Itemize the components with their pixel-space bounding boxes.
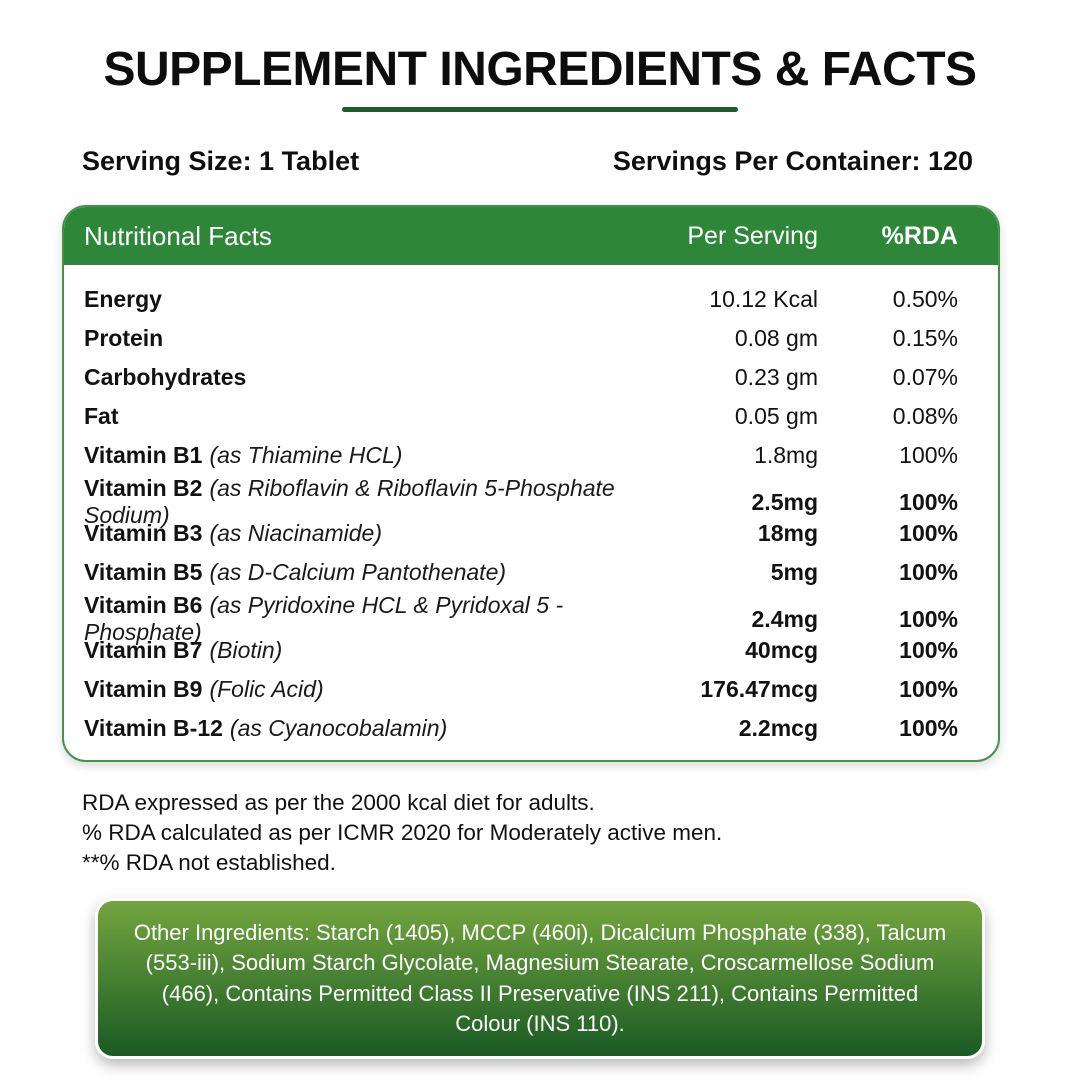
header-rda: %RDA bbox=[881, 221, 958, 250]
nutrient-name: Vitamin B7 bbox=[84, 637, 203, 663]
table-row: Vitamin B6 (as Pyridoxine HCL & Pyridoxal… bbox=[84, 592, 958, 645]
nutrient-cell: Vitamin B5 (as D-Calcium Pantothenate) bbox=[84, 559, 648, 586]
per-serving-value: 0.08 gm bbox=[734, 325, 818, 351]
nutrient-name: Carbohydrates bbox=[84, 364, 247, 390]
nutrient-cell: Vitamin B2 (as Riboflavin & Riboflavin 5-… bbox=[84, 475, 648, 529]
table-row: Energy 10.12 Kcal 0.50% bbox=[84, 280, 958, 319]
rda-value: 100% bbox=[899, 559, 958, 585]
rda-value: 0.50% bbox=[892, 286, 958, 312]
per-serving-value: 1.8mg bbox=[754, 442, 818, 468]
nutrient-name: Vitamin B-12 bbox=[84, 715, 223, 741]
rda-value: 100% bbox=[899, 676, 958, 702]
rda-value: 100% bbox=[899, 715, 958, 741]
nutrient-cell: Fat bbox=[84, 403, 648, 430]
note-line: % RDA calculated as per ICMR 2020 for Mo… bbox=[82, 820, 723, 845]
serving-info: Serving Size: 1 Tablet Servings Per Cont… bbox=[82, 146, 973, 177]
per-serving-value: 176.47mcg bbox=[700, 676, 818, 702]
nutritional-facts-card: Nutritional Facts Per Serving %RDA Energ… bbox=[62, 205, 1000, 762]
facts-table-body: Energy 10.12 Kcal 0.50% Protein 0.08 gm … bbox=[64, 265, 998, 748]
per-serving-value: 10.12 Kcal bbox=[709, 286, 818, 312]
nutrient-name: Vitamin B2 bbox=[84, 475, 203, 501]
nutrient-name: Vitamin B5 bbox=[84, 559, 203, 585]
rda-value: 100% bbox=[899, 637, 958, 663]
nutrient-detail: (as Thiamine HCL) bbox=[209, 442, 403, 468]
nutrient-cell: Carbohydrates bbox=[84, 364, 648, 391]
table-row: Fat 0.05 gm 0.08% bbox=[84, 397, 958, 436]
nutrient-name: Vitamin B9 bbox=[84, 676, 203, 702]
nutrient-name: Vitamin B3 bbox=[84, 520, 203, 546]
nutrient-detail: (Biotin) bbox=[209, 637, 283, 663]
nutrient-name: Protein bbox=[84, 325, 164, 351]
per-serving-value: 0.23 gm bbox=[734, 364, 818, 390]
nutrient-cell: Energy bbox=[84, 286, 648, 313]
per-serving-value: 40mcg bbox=[745, 637, 818, 663]
rda-value: 100% bbox=[899, 442, 958, 468]
table-row: Protein 0.08 gm 0.15% bbox=[84, 319, 958, 358]
other-ingredients-box: Other Ingredients: Starch (1405), MCCP (… bbox=[95, 898, 985, 1060]
per-serving-value: 5mg bbox=[770, 559, 818, 585]
table-row: Vitamin B3 (as Niacinamide) 18mg 100% bbox=[84, 514, 958, 553]
rda-value: 100% bbox=[899, 605, 958, 632]
header-per-serving: Per Serving bbox=[687, 221, 818, 250]
serving-size-label: Serving Size: 1 Tablet bbox=[82, 146, 360, 176]
rda-value: 100% bbox=[899, 520, 958, 546]
table-row: Vitamin B7 (Biotin) 40mcg 100% bbox=[84, 631, 958, 670]
rda-value: 0.08% bbox=[892, 403, 958, 429]
nutrient-cell: Vitamin B6 (as Pyridoxine HCL & Pyridoxal… bbox=[84, 592, 648, 646]
table-row: Vitamin B5 (as D-Calcium Pantothenate) 5m… bbox=[84, 553, 958, 592]
nutrient-detail: (as Cyanocobalamin) bbox=[229, 715, 448, 741]
nutrient-name: Energy bbox=[84, 286, 162, 312]
nutrient-cell: Protein bbox=[84, 325, 648, 352]
note-line: **% RDA not established. bbox=[82, 850, 336, 875]
table-row: Vitamin B9 (Folic Acid) 176.47mcg 100% bbox=[84, 670, 958, 709]
nutrient-cell: Vitamin B1 (as Thiamine HCL) bbox=[84, 442, 648, 469]
nutrient-name: Fat bbox=[84, 403, 119, 429]
per-serving-value: 0.05 gm bbox=[734, 403, 818, 429]
table-row: Vitamin B1 (as Thiamine HCL) 1.8mg 100% bbox=[84, 436, 958, 475]
table-row: Vitamin B2 (as Riboflavin & Riboflavin 5-… bbox=[84, 475, 958, 528]
nutrient-detail: (as Pyridoxine HCL & Pyridoxal 5 - Phosp… bbox=[84, 592, 564, 645]
nutrient-detail: (as Niacinamide) bbox=[209, 520, 383, 546]
rda-notes: RDA expressed as per the 2000 kcal diet … bbox=[82, 788, 990, 878]
nutrient-name: Vitamin B6 bbox=[84, 592, 203, 618]
table-row: Vitamin B-12 (as Cyanocobalamin) 2.2mcg 1… bbox=[84, 709, 958, 748]
rda-value: 0.07% bbox=[892, 364, 958, 390]
nutrient-detail: (Folic Acid) bbox=[209, 676, 324, 702]
title-underline bbox=[342, 107, 738, 112]
nutrient-cell: Vitamin B-12 (as Cyanocobalamin) bbox=[84, 715, 648, 742]
note-line: RDA expressed as per the 2000 kcal diet … bbox=[82, 790, 595, 815]
nutrient-detail: (as Riboflavin & Riboflavin 5-Phosphate … bbox=[84, 475, 615, 528]
facts-table-header: Nutritional Facts Per Serving %RDA bbox=[64, 207, 998, 265]
table-row: Carbohydrates 0.23 gm 0.07% bbox=[84, 358, 958, 397]
header-nutritional-facts: Nutritional Facts bbox=[84, 220, 272, 251]
nutrient-detail: (as D-Calcium Pantothenate) bbox=[209, 559, 507, 585]
nutrient-cell: Vitamin B7 (Biotin) bbox=[84, 637, 648, 664]
servings-per-container-label: Servings Per Container: 120 bbox=[612, 146, 973, 176]
nutrient-cell: Vitamin B3 (as Niacinamide) bbox=[84, 520, 648, 547]
per-serving-value: 2.4mg bbox=[751, 605, 818, 632]
per-serving-value: 2.2mcg bbox=[738, 715, 818, 741]
rda-value: 0.15% bbox=[892, 325, 958, 351]
rda-value: 100% bbox=[899, 488, 958, 515]
page-title: SUPPLEMENT INGREDIENTS & FACTS bbox=[103, 43, 977, 96]
nutrient-name: Vitamin B1 bbox=[84, 442, 203, 468]
per-serving-value: 2.5mg bbox=[751, 488, 818, 515]
per-serving-value: 18mg bbox=[757, 520, 818, 546]
nutrient-cell: Vitamin B9 (Folic Acid) bbox=[84, 676, 648, 703]
